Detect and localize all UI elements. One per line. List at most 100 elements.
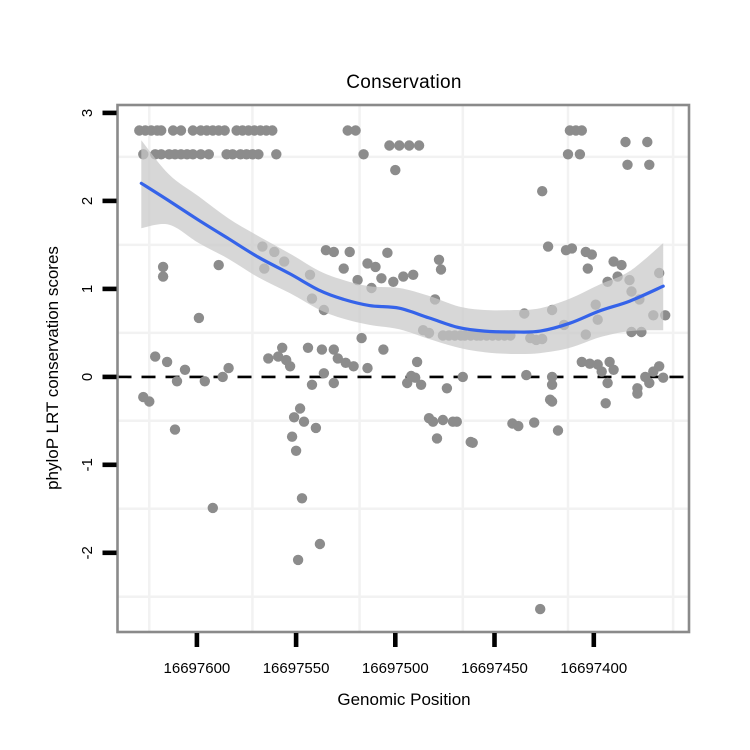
data-point	[457, 371, 468, 383]
data-point	[161, 356, 173, 368]
data-point	[144, 396, 155, 407]
data-point	[546, 371, 558, 383]
data-point	[350, 125, 361, 136]
data-point	[394, 140, 405, 151]
data-point	[427, 416, 439, 427]
data-point	[203, 149, 214, 160]
data-point	[546, 396, 558, 407]
data-point	[632, 388, 643, 399]
data-point	[574, 149, 586, 160]
data-point	[596, 366, 607, 377]
x-tick-label: 16697400	[560, 660, 627, 677]
data-point	[356, 332, 367, 344]
data-point	[150, 351, 161, 362]
x-tick-label: 16697500	[362, 660, 429, 677]
chart-title: Conservation	[346, 72, 462, 93]
data-point	[535, 603, 546, 615]
data-point	[608, 256, 619, 267]
data-point	[318, 368, 330, 379]
x-tick-label: 16697450	[461, 660, 528, 677]
data-point	[398, 271, 409, 282]
data-point	[167, 125, 179, 136]
data-point	[306, 379, 318, 390]
data-point	[537, 186, 548, 197]
data-point	[411, 356, 423, 368]
data-point	[316, 344, 328, 355]
data-point	[562, 149, 574, 160]
data-point	[328, 377, 339, 389]
data-point	[451, 416, 462, 427]
data-point	[441, 383, 453, 394]
data-point	[328, 246, 339, 258]
data-point	[157, 271, 169, 282]
data-point	[576, 356, 587, 368]
data-point	[586, 249, 597, 260]
data-point	[529, 417, 540, 428]
y-tick-label: 1	[79, 285, 96, 293]
data-point	[370, 261, 381, 273]
data-point	[286, 431, 298, 442]
data-point	[332, 353, 343, 364]
data-point	[437, 414, 449, 426]
data-point	[207, 502, 218, 514]
data-point	[344, 246, 355, 258]
data-point	[362, 258, 373, 269]
data-point	[169, 424, 181, 435]
data-point	[199, 376, 210, 387]
data-point	[513, 420, 524, 432]
data-point	[219, 125, 230, 136]
data-point	[384, 140, 395, 151]
data-point	[263, 353, 274, 364]
data-point	[314, 538, 326, 550]
data-point	[521, 369, 532, 381]
data-point	[284, 361, 296, 372]
confidence-band	[141, 140, 664, 355]
scatter-points	[134, 125, 671, 615]
data-point	[408, 269, 419, 280]
y-tick-label: 0	[79, 373, 96, 381]
data-point	[415, 379, 427, 390]
data-point	[175, 125, 187, 136]
data-point	[658, 372, 669, 383]
y-tick-label: -1	[79, 458, 96, 471]
data-point	[288, 412, 300, 423]
data-point	[310, 422, 322, 434]
data-point	[376, 273, 387, 284]
data-point	[622, 159, 633, 170]
data-point	[582, 263, 593, 274]
data-point	[294, 403, 306, 414]
data-point	[431, 433, 443, 444]
data-point	[604, 356, 615, 368]
data-point	[298, 416, 310, 427]
data-point	[338, 263, 349, 274]
data-point	[584, 358, 595, 369]
data-point	[566, 243, 578, 254]
data-point	[187, 149, 199, 160]
data-point	[156, 125, 167, 136]
data-point	[402, 377, 413, 389]
data-point	[195, 149, 206, 160]
data-point	[223, 362, 234, 374]
data-point	[546, 379, 558, 390]
data-point	[187, 125, 199, 136]
data-point	[388, 276, 399, 287]
data-point	[608, 364, 619, 375]
loess-smooth-line	[139, 181, 665, 334]
data-point	[352, 274, 363, 286]
data-point	[358, 149, 369, 160]
data-point	[616, 259, 627, 271]
data-point	[642, 136, 653, 148]
data-point	[342, 125, 353, 136]
data-point	[213, 259, 224, 271]
data-point	[340, 357, 351, 368]
x-tick-label: 16697550	[263, 660, 330, 677]
data-point	[217, 371, 228, 383]
data-point	[171, 376, 183, 387]
data-point	[273, 351, 284, 362]
x-tick-label: 16697600	[164, 660, 231, 677]
data-point	[179, 364, 191, 375]
y-tick-label: 2	[79, 197, 96, 205]
data-point	[378, 344, 389, 355]
